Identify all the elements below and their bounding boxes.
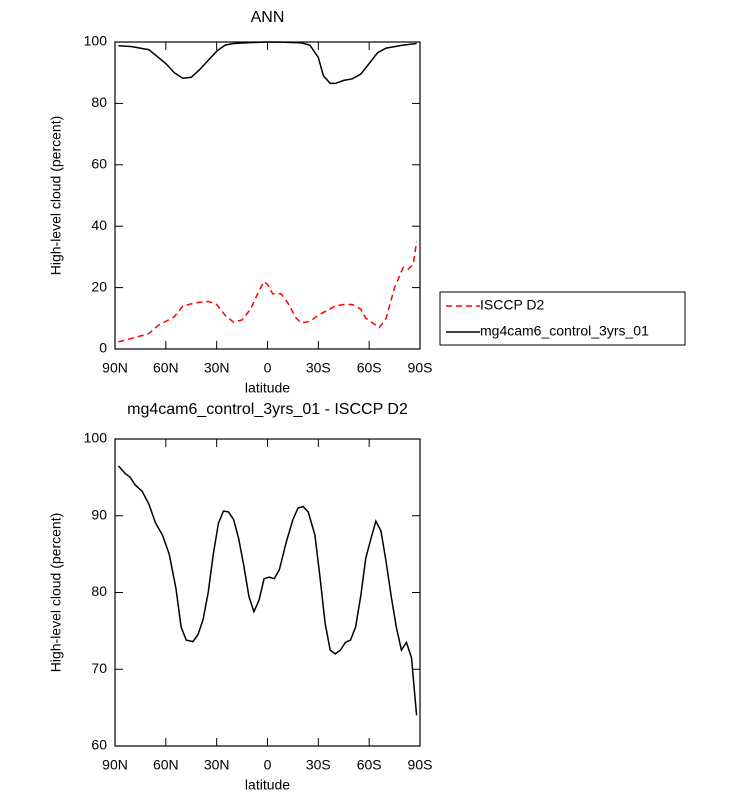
y-tick-label: 60 [91, 737, 107, 753]
x-tick-label: 60N [153, 360, 179, 376]
y-tick-label: 80 [91, 583, 107, 599]
plot-frame [114, 438, 421, 747]
x-tick-label: 60S [357, 360, 382, 376]
chart-title: ANN [251, 9, 285, 26]
data-line [117, 465, 418, 716]
legend-label: mg4cam6_control_3yrs_01 [480, 323, 649, 339]
x-tick-label: 90S [408, 757, 433, 773]
data-line [118, 41, 417, 85]
x-tick-label: 30S [306, 757, 331, 773]
y-axis-label: High-level cloud (percent) [48, 116, 64, 276]
y-tick-label: 100 [84, 33, 108, 49]
y-tick-label: 20 [91, 278, 107, 294]
y-tick-label: 70 [91, 660, 107, 676]
legend-box [439, 291, 686, 346]
data-line [118, 241, 418, 343]
x-tick-label: 30N [204, 757, 230, 773]
y-tick-label: 60 [91, 156, 107, 172]
x-tick-label: 60S [357, 757, 382, 773]
x-tick-label: 60N [153, 757, 179, 773]
plot-frame [114, 41, 421, 350]
x-tick-label: 30S [306, 360, 331, 376]
y-axis-label: High-level cloud (percent) [48, 513, 64, 673]
x-tick-label: 30N [204, 360, 230, 376]
y-tick-label: 80 [91, 94, 107, 110]
x-tick-label: 0 [264, 757, 272, 773]
x-tick-label: 90N [102, 360, 128, 376]
x-tick-label: 90N [102, 757, 128, 773]
y-tick-label: 100 [84, 430, 108, 446]
legend-label: ISCCP D2 [480, 297, 545, 313]
x-tick-label: 0 [264, 360, 272, 376]
y-tick-label: 0 [99, 340, 107, 356]
x-tick-label: 90S [408, 360, 433, 376]
x-axis-label: latitude [245, 777, 290, 793]
chart-title: mg4cam6_control_3yrs_01 - ISCCP D2 [127, 401, 408, 418]
x-axis-label: latitude [245, 380, 290, 396]
y-tick-label: 40 [91, 217, 107, 233]
y-tick-label: 90 [91, 506, 107, 522]
